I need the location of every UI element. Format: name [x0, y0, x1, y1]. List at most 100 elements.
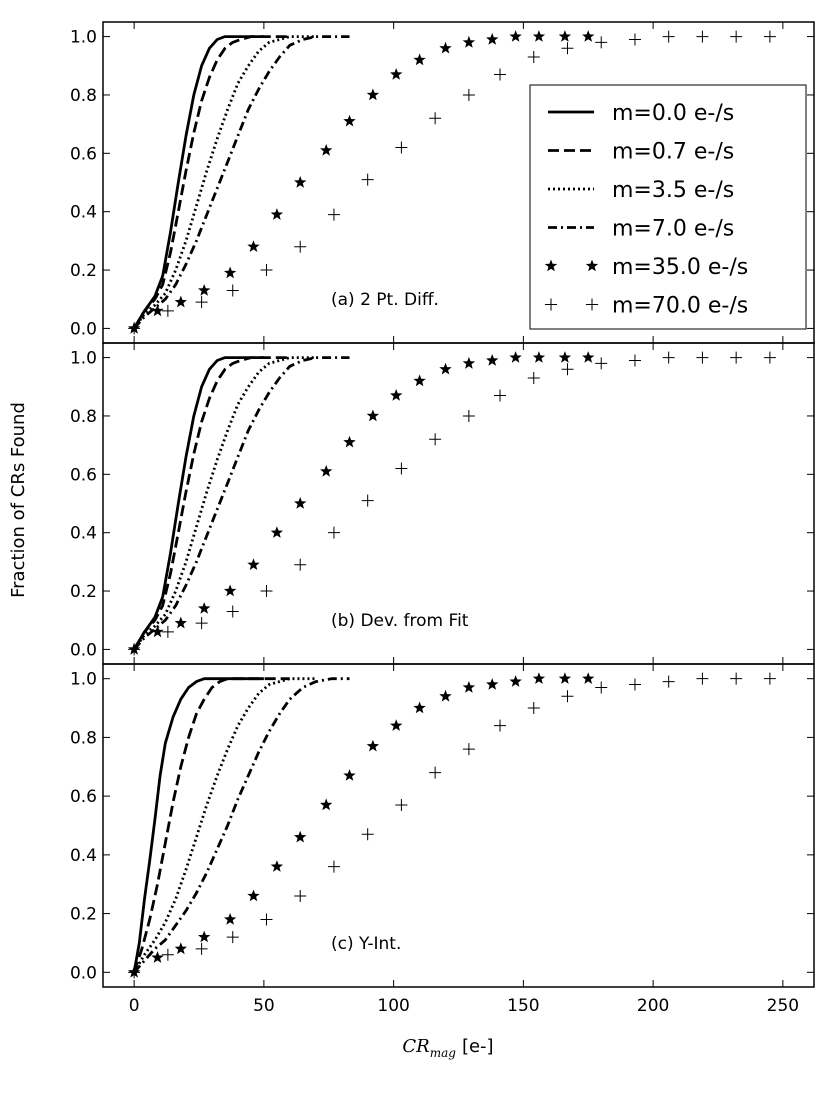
star-marker	[366, 88, 380, 101]
series-line-dashed	[132, 356, 290, 651]
x-axis-label: CRmag [e-]	[402, 1036, 493, 1060]
series-line-dashdot	[133, 35, 350, 330]
plus-marker	[226, 931, 239, 944]
star-marker	[558, 351, 572, 363]
star-marker	[390, 389, 403, 401]
star-marker	[270, 526, 283, 538]
plus-marker	[628, 678, 641, 691]
y-tick-label: 1.0	[70, 28, 97, 48]
plus-marker	[561, 42, 574, 55]
star-marker	[343, 435, 356, 448]
plus-marker	[561, 690, 574, 703]
legend-star-marker	[544, 259, 558, 272]
y-tick-label: 0.6	[70, 144, 97, 164]
series-line-dashdot	[133, 356, 350, 651]
plus-marker	[327, 860, 340, 873]
plus-marker	[429, 433, 442, 446]
star-marker	[390, 68, 403, 80]
star-marker	[558, 30, 572, 42]
legend-plus-marker	[545, 298, 557, 311]
legend-entry: m=0.7 e-/s	[548, 140, 734, 165]
plus-marker	[161, 948, 174, 961]
legend-entry: m=7.0 e-/s	[548, 217, 734, 242]
x-tick-label: 150	[507, 996, 539, 1016]
plot-layer: 0.00.20.40.60.81.0(a) 2 Pt. Diff.0.00.20…	[70, 21, 815, 1016]
star-marker	[151, 951, 164, 963]
plus-marker	[195, 617, 208, 630]
y-tick-label: 0.8	[70, 407, 97, 427]
x-tick-label: 200	[637, 996, 669, 1016]
y-tick-label: 0.0	[70, 963, 97, 983]
star-marker	[532, 672, 546, 684]
plus-marker	[429, 112, 442, 125]
y-tick-label: 0.8	[70, 86, 97, 106]
star-marker	[486, 33, 499, 45]
series-line-dashed	[132, 677, 290, 973]
y-tick-label: 0.2	[70, 905, 97, 925]
legend-label: m=70.0 e-/s	[612, 294, 748, 319]
star-marker	[343, 114, 356, 127]
plus-marker	[595, 36, 608, 49]
plus-marker	[494, 68, 507, 81]
plus-marker	[395, 462, 408, 475]
y-tick-label: 1.0	[70, 670, 97, 690]
x-tick-label: 0	[129, 996, 140, 1016]
plus-marker	[226, 605, 239, 618]
star-marker	[174, 942, 187, 955]
star-marker	[320, 143, 333, 156]
star-marker	[224, 913, 237, 925]
star-marker	[582, 672, 595, 684]
star-marker	[174, 616, 187, 629]
plus-marker	[462, 409, 475, 422]
plus-marker	[696, 30, 709, 43]
star-marker	[224, 266, 237, 279]
y-tick-label: 0.0	[70, 640, 97, 660]
plus-marker	[395, 141, 408, 154]
star-marker	[390, 719, 403, 731]
star-marker	[198, 284, 211, 296]
plus-marker	[494, 719, 507, 732]
star-marker	[486, 354, 499, 366]
y-tick-label: 0.4	[70, 846, 97, 866]
star-marker	[294, 176, 307, 188]
x-tick-label: 250	[767, 996, 799, 1016]
x-axis-label-main: CR	[402, 1036, 429, 1057]
legend-label: m=3.5 e-/s	[612, 178, 734, 203]
star-marker	[198, 602, 211, 614]
legend-entry: m=0.0 e-/s	[548, 101, 734, 126]
plus-marker	[494, 389, 507, 402]
star-marker	[462, 356, 476, 369]
panel-label: (b) Dev. from Fit	[331, 611, 469, 631]
series-line-dotted	[132, 35, 316, 330]
legend-label: m=0.7 e-/s	[612, 140, 734, 165]
star-marker	[413, 53, 426, 66]
panel-label: (a) 2 Pt. Diff.	[331, 290, 439, 310]
plus-marker	[730, 672, 743, 685]
plus-marker	[327, 526, 340, 539]
star-marker	[366, 739, 380, 752]
star-marker	[532, 30, 546, 42]
y-tick-label: 1.0	[70, 349, 97, 369]
star-marker	[270, 860, 283, 872]
star-marker	[247, 558, 260, 570]
star-marker	[582, 30, 595, 42]
series-line-dashdot	[133, 677, 350, 974]
star-marker	[151, 304, 164, 317]
plus-marker	[361, 173, 374, 186]
plus-marker	[527, 702, 540, 715]
legend-entry: m=35.0 e-/s	[544, 255, 748, 280]
star-marker	[151, 625, 164, 638]
star-marker	[294, 497, 307, 509]
plus-marker	[260, 913, 273, 926]
panel-2: 0.0 0.2 0.4 0.6 0.8 1.0 (b) Dev. from Fit	[70, 342, 815, 665]
star-marker	[343, 769, 356, 781]
star-marker	[413, 374, 426, 387]
plus-marker	[161, 304, 174, 317]
x-tick-label: 100	[377, 996, 409, 1016]
x-axis-label-sub: mag	[430, 1046, 457, 1060]
legend: m=0.0 e-/s m=0.7 e-/s m=3.5 e-/s m=7.0 e-/s…	[529, 84, 807, 330]
star-marker	[247, 889, 260, 902]
series-line-solid	[132, 35, 264, 330]
plus-marker	[361, 828, 374, 841]
plus-marker	[662, 351, 675, 364]
